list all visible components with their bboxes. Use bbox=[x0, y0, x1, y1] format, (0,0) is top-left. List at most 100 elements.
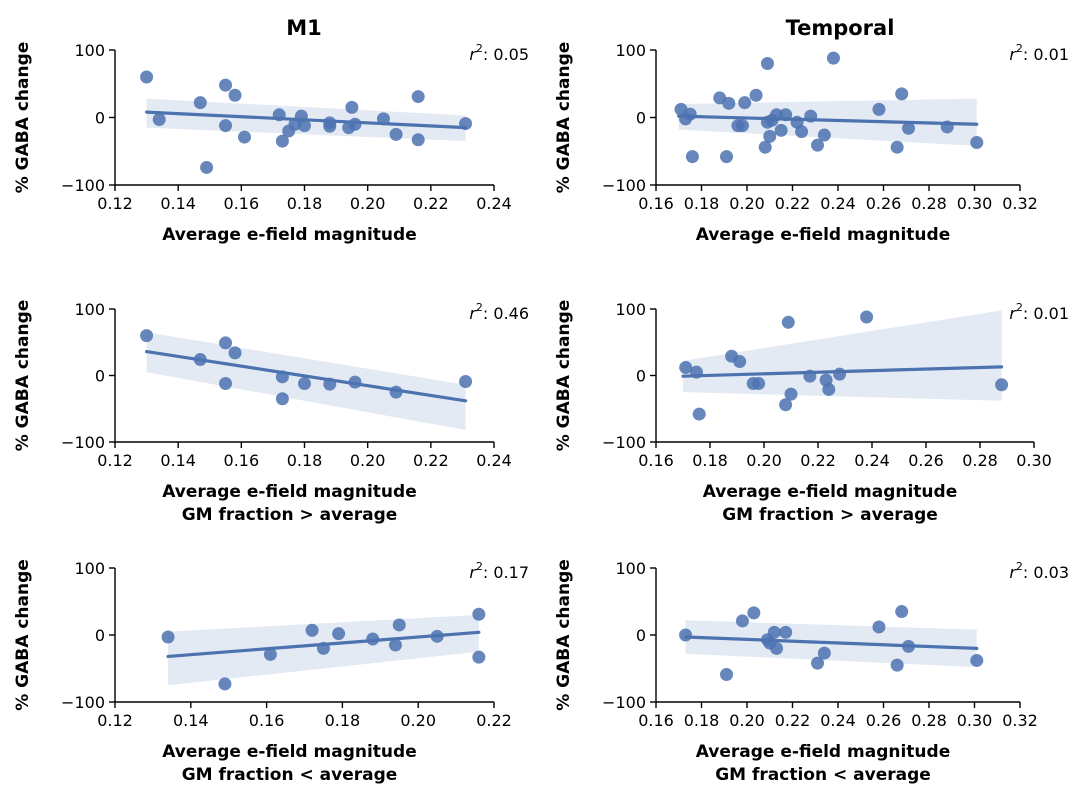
data-point bbox=[323, 119, 337, 133]
x-tick-label: 0.32 bbox=[1002, 711, 1038, 730]
y-tick-label: 100 bbox=[74, 300, 105, 319]
r-squared-annotation: r2: 0.03 bbox=[1009, 560, 1069, 582]
data-point bbox=[228, 88, 242, 102]
data-point bbox=[388, 638, 402, 652]
data-point bbox=[298, 376, 311, 390]
data-point bbox=[275, 134, 289, 148]
x-tick-label: 0.16 bbox=[638, 451, 674, 470]
data-point bbox=[298, 119, 311, 133]
x-axis-label: Average e-field magnitude bbox=[696, 742, 950, 762]
y-tick-label: −100 bbox=[602, 433, 646, 452]
data-point bbox=[763, 129, 777, 143]
regression-line bbox=[166, 630, 481, 659]
y-axis-label: % GABA change bbox=[13, 42, 33, 194]
data-point bbox=[735, 614, 749, 628]
x-axis-label: Average e-field magnitude bbox=[162, 225, 416, 245]
x-tick-label: 0.24 bbox=[854, 451, 890, 470]
data-point bbox=[345, 100, 359, 114]
y-axis-label: % GABA change bbox=[13, 300, 33, 452]
x-axis-label: GM fraction < average bbox=[715, 765, 931, 785]
r-squared-annotation: r2: 0.01 bbox=[1009, 42, 1069, 64]
y-tick-label: 0 bbox=[95, 626, 105, 645]
y-tick-label: −100 bbox=[602, 693, 646, 712]
data-point bbox=[459, 374, 473, 388]
y-tick-label: 100 bbox=[74, 559, 105, 578]
data-point bbox=[770, 641, 784, 655]
data-point bbox=[774, 123, 788, 137]
data-point bbox=[767, 625, 781, 639]
data-point bbox=[679, 628, 693, 642]
data-point bbox=[722, 96, 736, 110]
column-title-temporal: Temporal bbox=[786, 16, 895, 40]
y-tick-label: −100 bbox=[602, 176, 646, 195]
x-axis-label: Average e-field magnitude bbox=[696, 225, 950, 245]
data-point bbox=[811, 138, 825, 152]
data-point bbox=[720, 150, 734, 164]
x-tick-label: 0.12 bbox=[97, 194, 133, 213]
x-tick-label: 0.20 bbox=[729, 711, 765, 730]
x-axis-label: Average e-field magnitude bbox=[162, 742, 416, 762]
data-point bbox=[140, 329, 154, 343]
y-tick-label: −100 bbox=[61, 433, 105, 452]
data-point bbox=[348, 117, 362, 131]
y-axis-label: % GABA change bbox=[554, 300, 574, 452]
regression-line bbox=[144, 110, 468, 130]
data-point bbox=[822, 382, 836, 396]
x-axis-label: Average e-field magnitude bbox=[703, 482, 957, 502]
data-point bbox=[472, 650, 486, 664]
y-axis-label: % GABA change bbox=[554, 42, 574, 194]
y-tick-label: 0 bbox=[636, 626, 646, 645]
y-tick-label: 0 bbox=[636, 367, 646, 386]
x-tick-label: 0.22 bbox=[775, 711, 811, 730]
r-squared-annotation: r2: 0.17 bbox=[469, 560, 529, 582]
regression-line bbox=[677, 114, 979, 126]
x-tick-label: 0.20 bbox=[729, 194, 765, 213]
data-point bbox=[735, 119, 749, 133]
scatter-panel-4: −100 0 100 0.16 0.18 0.20 0.22 0.24 0.26 0.28 0.30… bbox=[554, 300, 1069, 525]
x-axis-label: GM fraction < average bbox=[182, 765, 398, 785]
data-point bbox=[219, 78, 233, 92]
x-tick-label: 0.12 bbox=[97, 711, 133, 730]
data-point bbox=[817, 128, 831, 142]
data-point bbox=[970, 653, 984, 667]
x-tick-label: 0.30 bbox=[1016, 451, 1052, 470]
panels-container: −100 0 100 0.12 0.14 0.16 0.18 0.20 0.22 0.24 Aver… bbox=[13, 41, 1069, 785]
x-tick-label: 0.12 bbox=[97, 451, 133, 470]
data-point bbox=[389, 127, 403, 141]
r-squared-annotation: r2: 0.05 bbox=[469, 42, 529, 64]
data-point bbox=[895, 605, 909, 619]
x-tick-label: 0.24 bbox=[476, 194, 512, 213]
x-tick-label: 0.20 bbox=[400, 711, 436, 730]
y-tick-label: 0 bbox=[636, 109, 646, 128]
data-point bbox=[218, 677, 232, 691]
data-point bbox=[411, 133, 425, 147]
x-tick-label: 0.24 bbox=[820, 194, 856, 213]
data-point bbox=[237, 130, 251, 144]
data-point bbox=[779, 398, 793, 412]
x-tick-label: 0.22 bbox=[775, 194, 811, 213]
data-point bbox=[685, 150, 699, 164]
data-point bbox=[219, 376, 233, 390]
data-point bbox=[733, 355, 747, 369]
data-point bbox=[890, 140, 904, 154]
y-tick-label: 100 bbox=[74, 41, 105, 60]
scatter-panel-2: −100 0 100 0.16 0.18 0.20 0.22 0.24 0.26 0.28 0.30… bbox=[554, 41, 1069, 245]
x-tick-label: 0.28 bbox=[911, 711, 947, 730]
data-point bbox=[193, 96, 207, 110]
x-tick-label: 0.20 bbox=[350, 194, 386, 213]
x-axis-label: GM fraction > average bbox=[182, 505, 398, 525]
data-point bbox=[779, 625, 793, 639]
x-tick-label: 0.14 bbox=[160, 451, 196, 470]
data-point bbox=[752, 376, 766, 390]
data-point bbox=[895, 87, 909, 101]
x-tick-label: 0.20 bbox=[746, 451, 782, 470]
regression-line bbox=[683, 635, 979, 651]
data-point bbox=[305, 623, 319, 637]
x-tick-label: 0.18 bbox=[684, 711, 720, 730]
r-squared-annotation: r2: 0.46 bbox=[469, 301, 529, 323]
data-point bbox=[902, 121, 916, 135]
x-tick-label: 0.22 bbox=[413, 451, 449, 470]
data-point bbox=[970, 135, 984, 149]
x-tick-label: 0.14 bbox=[160, 194, 196, 213]
x-tick-label: 0.24 bbox=[820, 711, 856, 730]
